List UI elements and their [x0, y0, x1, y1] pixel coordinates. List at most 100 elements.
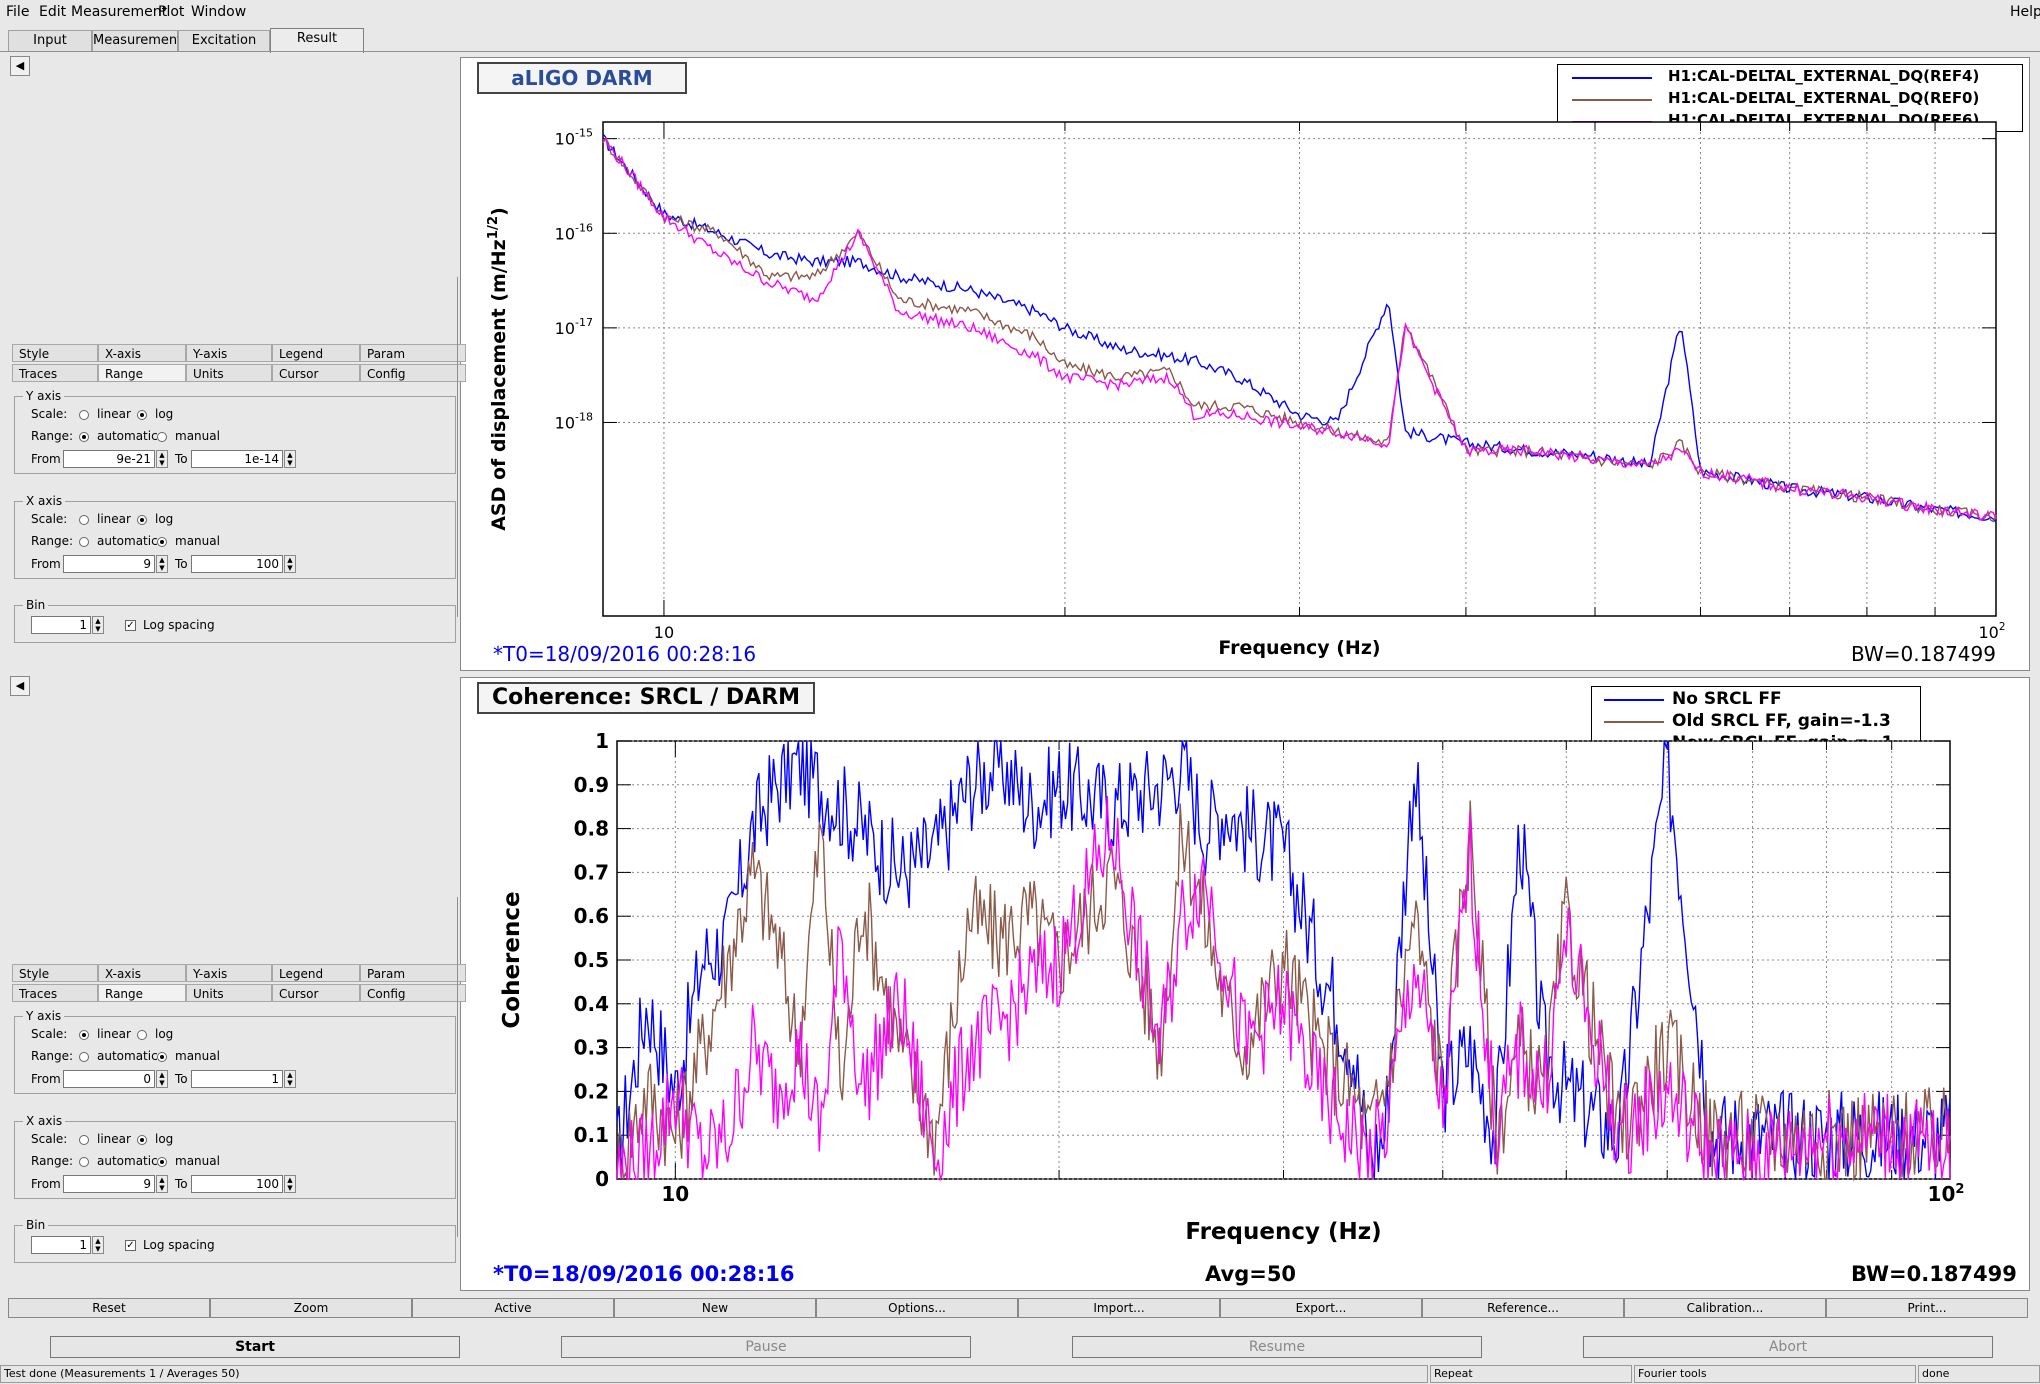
- plot-button-zoom[interactable]: Zoom: [210, 1298, 412, 1318]
- x-axis-automatic-radio[interactable]: [79, 537, 89, 547]
- y-axis-manual-radio[interactable]: [157, 1052, 167, 1062]
- subtab-param[interactable]: Param: [360, 344, 466, 362]
- plot-button-reset[interactable]: Reset: [8, 1298, 210, 1318]
- plot-legend: H1:CAL-DELTAL_EXTERNAL_DQ(REF4) H1:CAL-D…: [1557, 64, 2023, 132]
- y-axis-linear-radio[interactable]: [79, 410, 89, 420]
- x-axis-to-spinner[interactable]: ▲ ▼: [284, 1175, 296, 1193]
- y-tick-label: 0.6: [574, 904, 609, 928]
- x-axis-to-input[interactable]: 100: [191, 1175, 283, 1193]
- y-tick-label: 0.7: [574, 860, 609, 884]
- tab-excitation[interactable]: Excitation: [178, 30, 270, 51]
- plot-button-reference[interactable]: Reference...: [1422, 1298, 1624, 1318]
- subtab-cursor[interactable]: Cursor: [272, 364, 360, 382]
- y-axis-linear-radio[interactable]: [79, 1030, 89, 1040]
- plot-panel-darm[interactable]: aLIGO DARM H1:CAL-DELTAL_EXTERNAL_DQ(REF…: [460, 57, 2030, 671]
- y-axis-from-spinner[interactable]: ▲ ▼: [156, 450, 168, 468]
- x-tick-label: 102: [1928, 1182, 1965, 1206]
- subtab-legend[interactable]: Legend: [272, 964, 360, 982]
- x-axis-from-spinner[interactable]: ▲ ▼: [156, 1175, 168, 1193]
- x-axis-manual-radio[interactable]: [157, 537, 167, 547]
- plot-button-new[interactable]: New: [614, 1298, 816, 1318]
- subtab-range[interactable]: Range: [98, 364, 186, 382]
- pause-button[interactable]: Pause: [561, 1336, 971, 1358]
- subtab-range[interactable]: Range: [98, 984, 186, 1002]
- menu-file[interactable]: File: [6, 4, 30, 20]
- menu-measurement[interactable]: Measurement: [71, 4, 168, 20]
- status-tool: Fourier tools: [1634, 1365, 1916, 1383]
- menu-window[interactable]: Window: [191, 4, 247, 20]
- from-label: From: [31, 452, 61, 466]
- bin-input[interactable]: 1: [31, 616, 91, 634]
- x-axis-log-radio[interactable]: [137, 515, 147, 525]
- tab-result[interactable]: Result: [270, 28, 364, 53]
- chart-asd[interactable]: 10-15 10-16 10-17 10-18 10 102 Frequency (Hz) A…: [461, 58, 2029, 670]
- y-axis-log-radio[interactable]: [137, 410, 147, 420]
- plot-button-calibration[interactable]: Calibration...: [1624, 1298, 1826, 1318]
- subtab-cursor[interactable]: Cursor: [272, 984, 360, 1002]
- y-axis-automatic-radio[interactable]: [79, 432, 89, 442]
- y-axis-to-input[interactable]: 1: [191, 1070, 283, 1088]
- subtab-y-axis[interactable]: Y-axis: [186, 964, 272, 982]
- x-axis-title: Frequency (Hz): [1218, 637, 1380, 659]
- x-axis-from-input[interactable]: 9: [63, 555, 155, 573]
- y-axis-automatic-radio[interactable]: [79, 1052, 89, 1062]
- plot-button-export[interactable]: Export...: [1220, 1298, 1422, 1318]
- tab-input[interactable]: Input: [8, 30, 92, 51]
- y-axis-from-input[interactable]: 9e-21: [63, 450, 155, 468]
- plot-button-active[interactable]: Active: [412, 1298, 614, 1318]
- subtab-style[interactable]: Style: [12, 344, 98, 362]
- bin-spinner[interactable]: ▲ ▼: [92, 616, 104, 634]
- x-axis-linear-radio[interactable]: [79, 1135, 89, 1145]
- plot-panel-coherence[interactable]: Coherence: SRCL / DARM No SRCL FF Old SR…: [460, 677, 2030, 1291]
- y-axis-manual-radio[interactable]: [157, 432, 167, 442]
- menu-help[interactable]: Help: [2010, 4, 2040, 20]
- abort-button[interactable]: Abort: [1583, 1336, 1993, 1358]
- collapse-arrow-top[interactable]: ◀: [10, 56, 30, 76]
- bin-input[interactable]: 1: [31, 1236, 91, 1254]
- tab-measurement[interactable]: Measurement: [92, 30, 182, 51]
- subtab-config[interactable]: Config: [360, 364, 466, 382]
- plot-button-print[interactable]: Print...: [1826, 1298, 2028, 1318]
- plot-button-import[interactable]: Import...: [1018, 1298, 1220, 1318]
- subtab-x-axis[interactable]: X-axis: [98, 964, 186, 982]
- y-axis-from-spinner[interactable]: ▲ ▼: [156, 1070, 168, 1088]
- subtab-traces[interactable]: Traces: [12, 364, 98, 382]
- subtab-traces[interactable]: Traces: [12, 984, 98, 1002]
- resume-button[interactable]: Resume: [1072, 1336, 1482, 1358]
- subtab-legend[interactable]: Legend: [272, 344, 360, 362]
- log-spacing-checkbox[interactable]: ✓: [125, 1240, 136, 1251]
- y-axis-to-input[interactable]: 1e-14: [191, 450, 283, 468]
- log-spacing-label: Log spacing: [143, 1238, 215, 1252]
- x-axis-from-input[interactable]: 9: [63, 1175, 155, 1193]
- subtab-style[interactable]: Style: [12, 964, 98, 982]
- subtab-param[interactable]: Param: [360, 964, 466, 982]
- range-label: Range:: [31, 534, 74, 548]
- menu-edit[interactable]: Edit: [39, 4, 67, 20]
- y-axis-from-input[interactable]: 0: [63, 1070, 155, 1088]
- x-axis-manual-radio[interactable]: [157, 1157, 167, 1167]
- x-axis-to-spinner[interactable]: ▲ ▼: [284, 555, 296, 573]
- x-axis-linear-radio[interactable]: [79, 515, 89, 525]
- x-axis-automatic-radio[interactable]: [79, 1157, 89, 1167]
- subtab-config[interactable]: Config: [360, 984, 466, 1002]
- bin-spinner[interactable]: ▲ ▼: [92, 1236, 104, 1254]
- y-axis-log-radio[interactable]: [137, 1030, 147, 1040]
- y-tick-label: 1: [595, 729, 609, 753]
- x-axis-to-input[interactable]: 100: [191, 555, 283, 573]
- x-axis-log-radio[interactable]: [137, 1135, 147, 1145]
- plot-button-options[interactable]: Options...: [816, 1298, 1018, 1318]
- log-spacing-checkbox[interactable]: ✓: [125, 620, 136, 631]
- subtab-y-axis[interactable]: Y-axis: [186, 344, 272, 362]
- subtab-units[interactable]: Units: [186, 984, 272, 1002]
- subtab-units[interactable]: Units: [186, 364, 272, 382]
- y-tick-exponent: -15: [575, 127, 593, 140]
- x-axis-from-spinner[interactable]: ▲ ▼: [156, 555, 168, 573]
- y-axis-to-spinner[interactable]: ▲ ▼: [284, 1070, 296, 1088]
- subtab-x-axis[interactable]: X-axis: [98, 344, 186, 362]
- start-button[interactable]: Start: [50, 1336, 460, 1358]
- y-axis-group: Y axis Scale: linear log Range: automatic manu…: [14, 1009, 456, 1094]
- y-axis-to-spinner[interactable]: ▲ ▼: [284, 450, 296, 468]
- menu-plot[interactable]: Plot: [158, 4, 185, 20]
- collapse-arrow-bottom[interactable]: ◀: [10, 676, 30, 696]
- chart-coherence[interactable]: 1 0.9 0.8 0.7 0.6 0.5 0.4 0.3 0.2 0.1 0 10 102 Freque…: [461, 678, 2029, 1290]
